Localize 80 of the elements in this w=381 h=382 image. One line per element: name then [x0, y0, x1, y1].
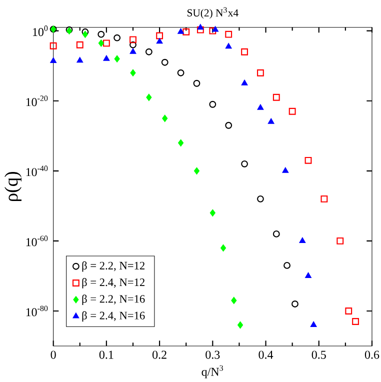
point	[76, 41, 84, 48]
point	[241, 160, 248, 168]
point	[336, 237, 344, 244]
point	[103, 55, 110, 61]
legend-label: β = 2.4, N=12	[82, 278, 144, 288]
x-tick-label: 0	[50, 350, 56, 359]
point	[345, 308, 352, 314]
y-tick-label: 10$^{-60}$	[26, 236, 48, 246]
x-tick-label: 0.3	[206, 350, 220, 359]
point	[305, 272, 312, 278]
point	[50, 42, 57, 50]
point	[114, 55, 120, 62]
point	[178, 28, 184, 34]
point	[320, 195, 328, 202]
point	[284, 262, 290, 269]
point	[226, 43, 232, 49]
point	[177, 69, 184, 76]
point	[130, 69, 136, 76]
point	[193, 80, 200, 87]
point	[102, 40, 110, 47]
point	[268, 118, 274, 124]
point	[98, 30, 105, 38]
point	[241, 80, 248, 86]
point	[182, 28, 190, 36]
point	[209, 100, 216, 108]
point	[225, 122, 232, 129]
point	[82, 30, 88, 38]
point	[145, 48, 152, 56]
legend-label: β = 2.2, N=12	[82, 261, 144, 272]
y-tick-label: 10$^{0}$	[33, 26, 48, 36]
point	[299, 237, 306, 243]
point	[231, 297, 237, 304]
x-tick-label: 0.1	[99, 350, 114, 359]
point	[292, 300, 298, 308]
point	[98, 40, 104, 47]
point	[256, 69, 264, 76]
legend-label: β = 2.4, N=16	[82, 311, 145, 322]
point	[130, 41, 136, 48]
point	[288, 108, 296, 115]
point	[272, 230, 280, 238]
x-axis-title: q/N$^{3}$	[202, 365, 224, 378]
point	[82, 28, 89, 36]
point	[196, 26, 204, 34]
x-tick-label: 0.5	[312, 350, 326, 359]
point	[304, 156, 312, 164]
point	[272, 94, 280, 101]
point	[156, 38, 163, 44]
point	[282, 167, 288, 173]
point	[156, 32, 164, 40]
point	[114, 34, 121, 42]
x-tick-label: 0.4	[258, 350, 274, 359]
point	[352, 318, 359, 325]
point	[256, 195, 264, 202]
y-axis-title: ρ(q)	[4, 172, 22, 201]
point	[130, 36, 136, 44]
point	[76, 57, 83, 63]
chart-title: SU(2) N$^{3}$x4	[187, 7, 238, 19]
point	[194, 167, 200, 174]
y-tick-label: 10$^{-80}$	[26, 306, 48, 316]
point	[310, 322, 317, 327]
point	[210, 209, 216, 216]
point	[212, 26, 218, 32]
point	[220, 244, 226, 252]
y-tick-label: 10$^{-20}$	[26, 96, 48, 106]
point	[197, 24, 204, 30]
x-tick-label: 0.2	[152, 350, 166, 359]
point	[50, 57, 56, 63]
point	[162, 114, 168, 122]
legend-label: β = 2.2, N=16	[82, 294, 145, 306]
point	[146, 94, 152, 101]
point	[209, 27, 216, 34]
point	[257, 104, 264, 110]
point	[241, 48, 248, 56]
point	[161, 58, 168, 66]
point	[238, 322, 244, 328]
y-tick-label: 10$^{-40}$	[26, 166, 48, 176]
point	[225, 30, 232, 38]
x-tick-label: 0.6	[364, 350, 380, 359]
point	[178, 139, 184, 146]
point	[130, 48, 136, 54]
